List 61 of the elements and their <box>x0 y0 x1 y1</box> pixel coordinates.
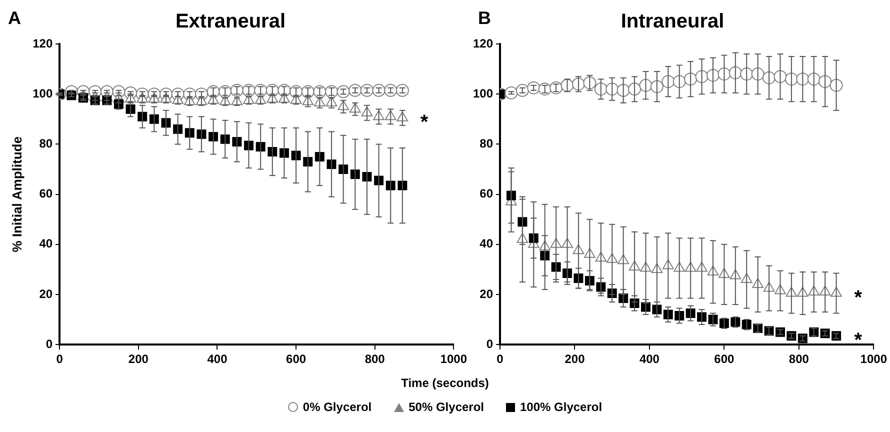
y-tick-label: 100 <box>472 86 494 100</box>
point <box>516 84 529 97</box>
point <box>206 85 220 98</box>
point <box>242 84 256 97</box>
point <box>325 85 338 98</box>
text: A <box>8 8 21 28</box>
x-tick-label: 1000 <box>860 352 888 366</box>
legend-label: 50% Glycerol <box>408 400 484 414</box>
x-tick-label: 800 <box>364 352 386 366</box>
chart-title: Intraneural <box>620 10 724 33</box>
x-tick-label: 400 <box>639 352 660 366</box>
point <box>301 85 314 98</box>
x-tick-label: 0 <box>496 352 504 366</box>
y-tick-label: 80 <box>39 136 53 151</box>
point <box>266 84 279 97</box>
point <box>290 85 303 98</box>
point <box>396 84 409 97</box>
x-tick-label: 0 <box>56 352 64 366</box>
point <box>372 84 386 97</box>
point <box>360 84 374 97</box>
x-tick-label: 400 <box>207 352 228 366</box>
y-tick-label: 40 <box>480 236 494 251</box>
y-tick-label: 20 <box>39 286 53 301</box>
point <box>538 82 552 96</box>
y-tick-label: 60 <box>39 186 53 201</box>
point <box>348 84 362 97</box>
x-tick-label: 600 <box>286 352 306 366</box>
point <box>336 85 350 98</box>
point <box>550 81 563 94</box>
x-tick-label: 1000 <box>440 352 468 366</box>
y-tick-label: 100 <box>32 86 53 100</box>
legend-label: 100% Glycerol <box>520 400 602 414</box>
y-tick-label: 80 <box>480 136 494 151</box>
annotation: * <box>420 111 428 134</box>
y-tick-label: 0 <box>46 336 53 351</box>
legend-label: 0% Glycerol <box>302 400 372 414</box>
annotation: * <box>854 286 862 309</box>
annotation: * <box>854 329 862 352</box>
point <box>254 84 268 97</box>
chart-title: Extraneural <box>175 10 286 33</box>
point <box>278 84 291 97</box>
x-tick-label: 200 <box>128 352 149 366</box>
point <box>218 85 232 98</box>
x-tick-label: 600 <box>714 352 735 366</box>
point <box>230 84 244 97</box>
y-axis-title: % Initial Amplitude <box>9 136 24 252</box>
y-tick-label: 0 <box>486 336 494 351</box>
x-tick-label: 200 <box>564 352 586 366</box>
point <box>183 88 196 101</box>
text: B <box>478 8 491 28</box>
x-tick-label: 800 <box>788 352 810 366</box>
y-tick-label: 40 <box>39 236 53 251</box>
point <box>313 85 326 98</box>
x-axis-title: Time (seconds) <box>400 376 490 390</box>
point <box>384 84 398 97</box>
y-tick-label: 60 <box>480 186 494 201</box>
point <box>194 88 208 101</box>
y-tick-label: 120 <box>32 36 53 50</box>
y-tick-label: 120 <box>472 36 494 50</box>
y-tick-label: 20 <box>480 286 494 301</box>
point <box>527 81 540 94</box>
